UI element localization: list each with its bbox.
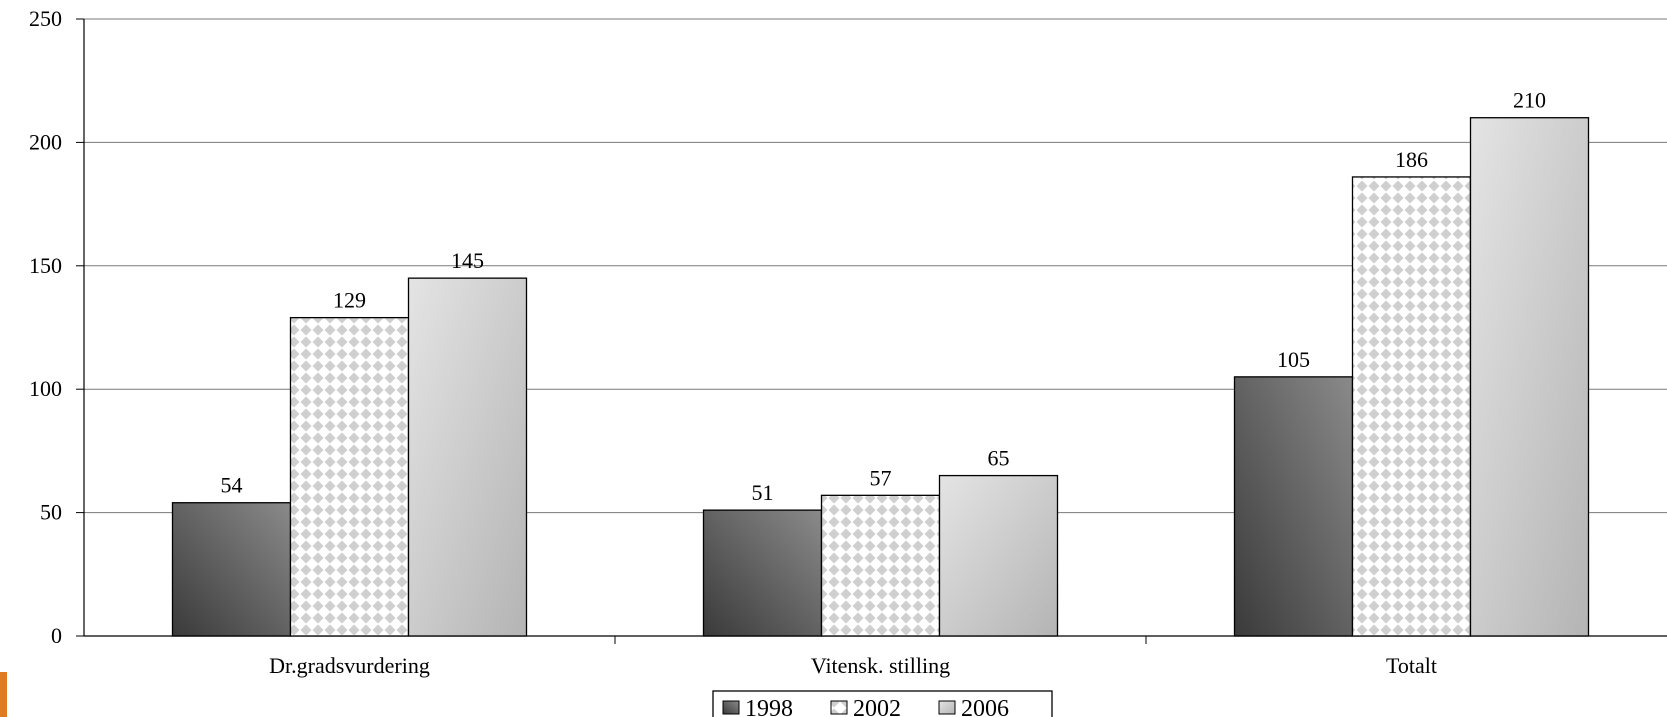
legend: 1998 2002 2006	[712, 690, 1053, 717]
data-label: 57	[870, 465, 892, 490]
bar-2002-0	[289, 316, 410, 637]
data-label: 129	[333, 288, 366, 313]
legend-label: 2002	[853, 696, 901, 717]
data-label: 65	[988, 446, 1010, 471]
y-tick-label: 100	[29, 376, 62, 401]
data-label: 51	[752, 480, 774, 505]
legend-label: 1998	[745, 696, 793, 717]
data-label: 145	[451, 248, 484, 273]
bar-1998-0	[171, 502, 292, 637]
x-category-label: Dr.gradsvurdering	[269, 653, 430, 678]
legend-swatch-2002	[830, 700, 848, 715]
y-tick-label: 200	[29, 129, 62, 154]
legend-swatch-1998	[722, 700, 740, 715]
data-label: 54	[221, 473, 243, 498]
bar-2006-0	[407, 277, 528, 637]
y-tick-label: 150	[29, 253, 62, 278]
y-tick-label: 50	[40, 500, 62, 525]
bar-2006-1	[938, 474, 1059, 637]
y-tick-label: 250	[29, 6, 62, 31]
legend-swatch-2006	[938, 700, 956, 715]
data-label: 105	[1277, 347, 1310, 372]
bar-1998-2	[1233, 376, 1354, 637]
data-label: 210	[1513, 88, 1546, 113]
x-category-label: Totalt	[1386, 653, 1437, 678]
bar-2002-2	[1351, 176, 1472, 637]
data-label: 186	[1395, 147, 1428, 172]
data-labels: 54 129 145 51 57 65 105 186 210	[221, 88, 1547, 505]
bars	[171, 117, 1590, 637]
x-category-label: Vitensk. stilling	[811, 653, 950, 678]
bar-2006-2	[1469, 117, 1590, 637]
bar-1998-1	[702, 509, 823, 637]
bar-2002-1	[820, 494, 941, 637]
legend-box	[712, 690, 1053, 717]
y-tick-label: 0	[51, 623, 62, 648]
orange-accent-mark	[0, 672, 7, 717]
legend-label: 2006	[961, 696, 1009, 717]
